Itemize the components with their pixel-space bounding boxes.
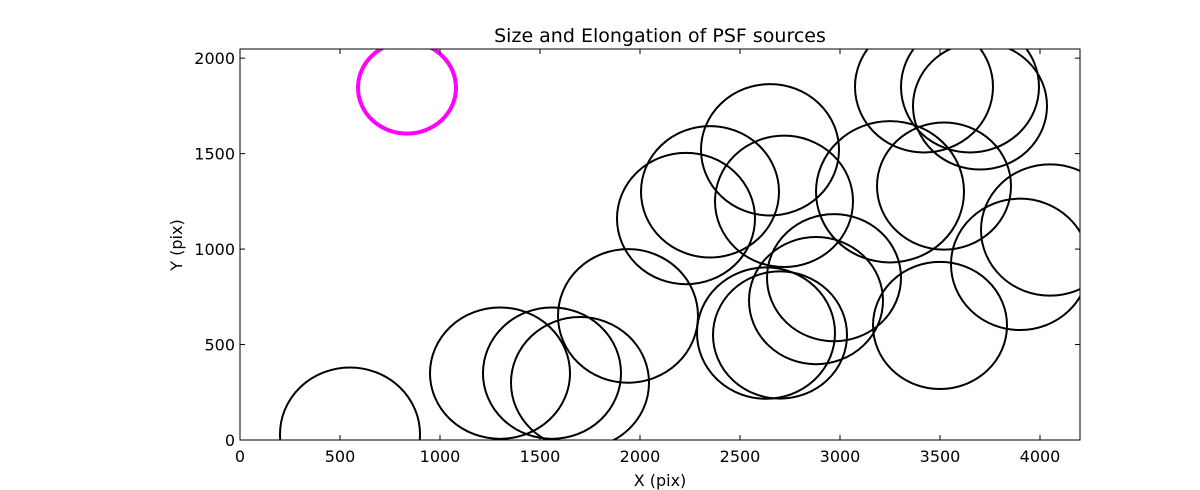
x-tick-label: 0 — [235, 447, 245, 466]
psf-source-ellipse — [429, 306, 571, 440]
highlight-source-ellipse — [356, 49, 458, 136]
psf-source-ellipse — [279, 366, 421, 440]
y-tick-label: 1500 — [194, 145, 235, 164]
psf-source-ellipse — [482, 306, 622, 440]
psf-source-ellipse — [766, 213, 902, 343]
x-tick-label: 3000 — [820, 447, 861, 466]
data-marks — [279, 49, 1080, 440]
psf-source-ellipse — [876, 121, 1012, 251]
y-axis-label: Y (pix) — [167, 219, 186, 271]
psf-source-ellipse — [616, 151, 756, 286]
y-tick-label: 1000 — [194, 240, 235, 259]
x-tick-label: 1500 — [520, 447, 561, 466]
psf-source-ellipse — [872, 260, 1008, 391]
psf-source-ellipse — [748, 236, 884, 366]
psf-source-ellipse — [980, 163, 1080, 297]
x-tick-label: 3500 — [920, 447, 961, 466]
y-tick-label: 0 — [225, 431, 235, 450]
psf-source-ellipse — [854, 49, 994, 154]
plot-frame — [239, 48, 1081, 441]
psf-source-ellipse — [696, 266, 836, 400]
psf-source-ellipse — [557, 248, 699, 384]
y-axis: 0 500 1000 1500 2000 — [194, 49, 1080, 450]
x-tick-label: 2000 — [620, 447, 661, 466]
psf-source-ellipse — [912, 49, 1048, 171]
x-axis-label: X (pix) — [634, 471, 687, 490]
y-tick-label: 500 — [204, 336, 235, 355]
psf-source-ellipse — [900, 49, 1040, 154]
x-tick-label: 1000 — [420, 447, 461, 466]
psf-source-ellipse — [712, 270, 848, 400]
x-tick-label: 4000 — [1020, 447, 1061, 466]
x-tick-label: 2500 — [720, 447, 761, 466]
psf-source-ellipse — [510, 316, 650, 440]
psf-source-ellipse — [700, 83, 840, 217]
y-tick-label: 2000 — [194, 49, 235, 68]
psf-source-ellipse — [815, 120, 965, 264]
psf-source-ellipse — [714, 134, 854, 269]
x-tick-label: 500 — [325, 447, 356, 466]
chart-title: Size and Elongation of PSF sources — [494, 25, 826, 47]
psf-source-ellipse — [950, 197, 1080, 332]
psf-source-ellipse — [640, 125, 780, 259]
x-axis: 0 500 1000 1500 2000 2500 3000 3500 4000 — [235, 49, 1060, 466]
